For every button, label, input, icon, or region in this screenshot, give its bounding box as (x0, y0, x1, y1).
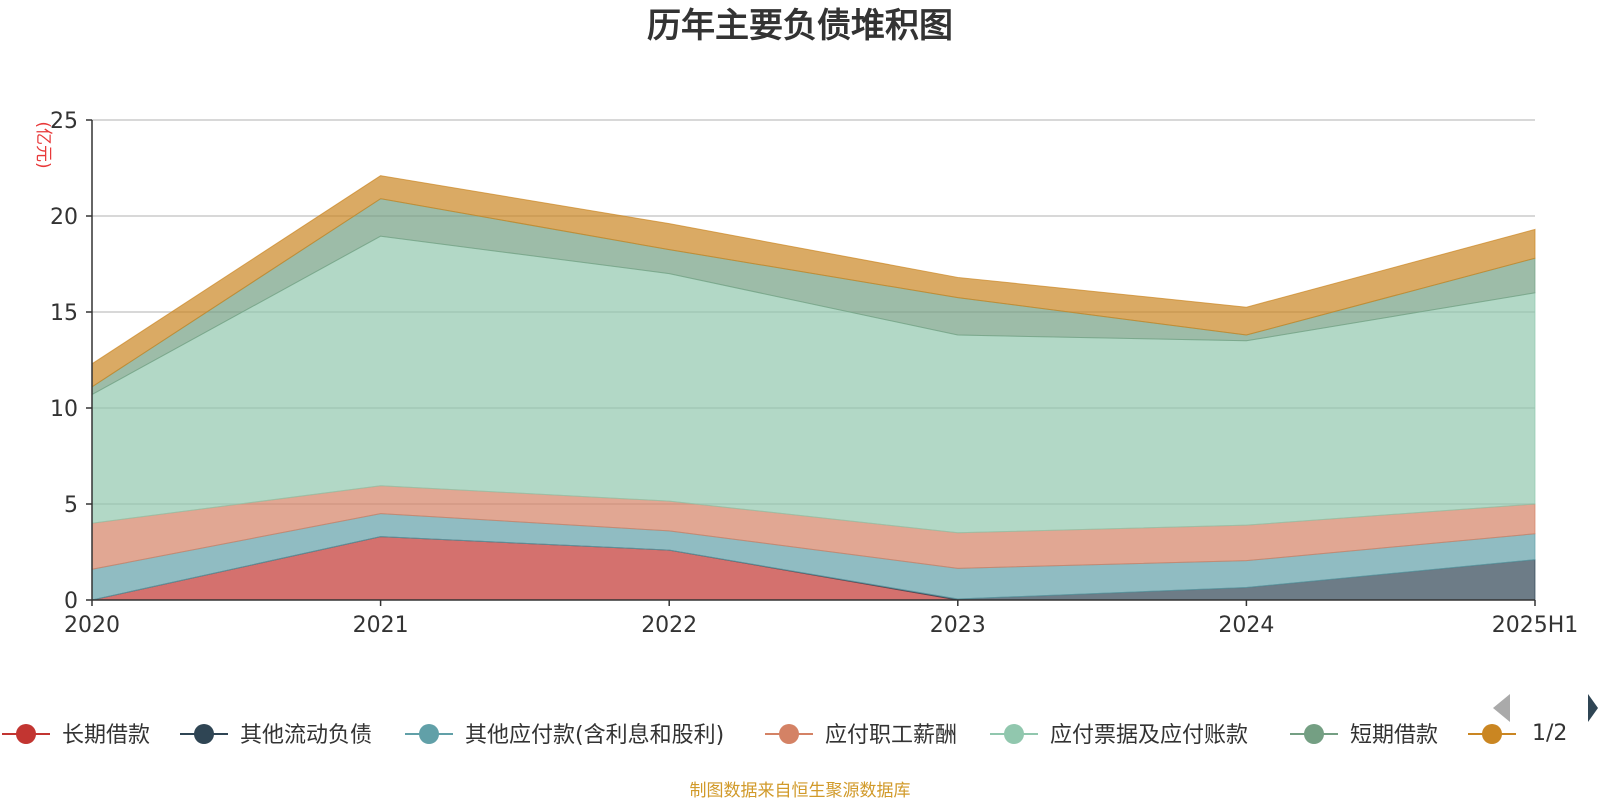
legend-label: 其他应付款(含利息和股利) (465, 723, 724, 748)
legend-marker (16, 724, 36, 744)
legend-item[interactable]: 长期借款 (2, 723, 150, 748)
x-tick-label: 2022 (641, 613, 697, 638)
legend-label: 其他流动负债 (240, 723, 372, 748)
legend-item[interactable] (1468, 724, 1516, 744)
legend-label: 短期借款 (1350, 723, 1438, 748)
legend-label: 应付职工薪酬 (825, 723, 957, 748)
data-source-note: 制图数据来自恒生聚源数据库 (690, 781, 911, 800)
legend-item[interactable]: 应付职工薪酬 (765, 723, 957, 748)
legend-page-indicator: 1/2 (1532, 721, 1567, 746)
legend-label: 长期借款 (62, 723, 150, 748)
legend-next-arrow-icon[interactable] (1588, 694, 1598, 722)
legend-item[interactable]: 应付票据及应付账款 (990, 723, 1248, 748)
legend[interactable]: 长期借款 其他流动负债 其他应付款(含利息和股利) 应付职工薪酬 应付票据及应付账款 短期… (2, 723, 1516, 748)
legend-item[interactable]: 其他应付款(含利息和股利) (405, 723, 724, 748)
y-tick-label: 15 (50, 301, 78, 326)
chart-title: 历年主要负债堆积图 (647, 6, 953, 46)
legend-marker (419, 724, 439, 744)
legend-item[interactable]: 其他流动负债 (180, 723, 372, 748)
x-tick-label: 2023 (930, 613, 986, 638)
legend-label: 应付票据及应付账款 (1050, 723, 1248, 748)
y-tick-label: 10 (50, 397, 78, 422)
legend-prev-arrow-icon[interactable] (1493, 694, 1510, 722)
legend-item[interactable]: 短期借款 (1290, 723, 1438, 748)
legend-marker (779, 724, 799, 744)
legend-pager: 1/2 (1493, 694, 1598, 746)
area-layers (91, 175, 1536, 601)
x-tick-label: 2021 (353, 613, 409, 638)
y-tick-label: 25 (50, 109, 78, 134)
x-tick-label: 2024 (1218, 613, 1274, 638)
y-tick-label: 20 (50, 205, 78, 230)
x-tick-label: 2025H1 (1492, 613, 1579, 638)
legend-marker (1482, 724, 1502, 744)
x-tick-label: 2020 (64, 613, 120, 638)
y-tick-label: 0 (64, 589, 78, 614)
area-series-6 (91, 175, 1536, 388)
axes: 0 5 10 15 20 25 2020 2021 2022 2023 2024 2025H1 (50, 109, 1578, 638)
legend-marker (1304, 724, 1324, 744)
y-tick-label: 5 (64, 493, 78, 518)
y-axis-unit: (亿元) (33, 121, 53, 168)
legend-marker (194, 724, 214, 744)
legend-marker (1004, 724, 1024, 744)
